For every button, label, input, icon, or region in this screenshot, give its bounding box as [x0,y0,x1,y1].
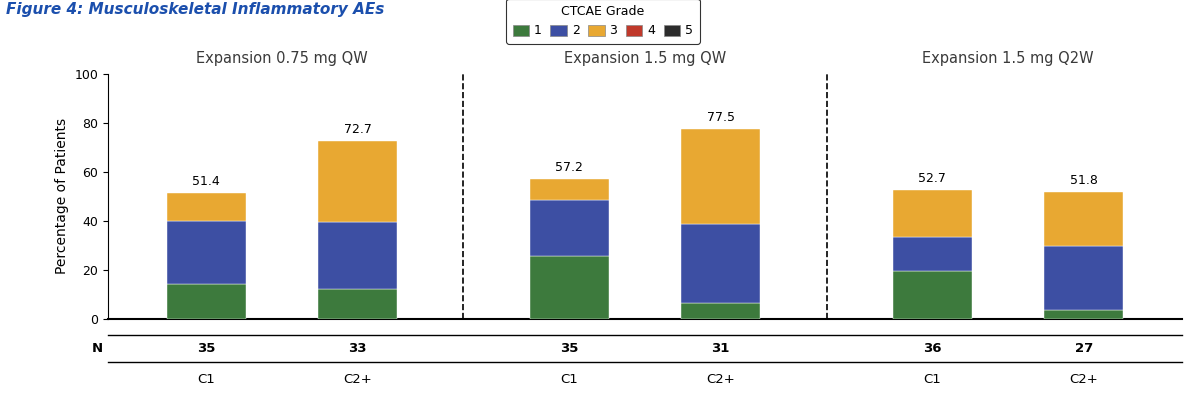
Bar [893,190,972,237]
Text: C1: C1 [198,373,215,386]
Text: Figure 4: Musculoskeletal Inflammatory AEs: Figure 4: Musculoskeletal Inflammatory A… [6,2,384,17]
Bar [530,179,608,200]
Text: 33: 33 [348,342,367,355]
Text: 27: 27 [1074,342,1093,355]
Text: C2+: C2+ [707,373,736,386]
Bar [893,272,972,319]
Text: C1: C1 [560,373,578,386]
Text: 51.4: 51.4 [192,175,220,189]
Bar [530,256,608,319]
Y-axis label: Percentage of Patients: Percentage of Patients [55,118,68,274]
Bar [318,289,397,319]
Text: 36: 36 [923,342,942,355]
Bar [530,200,608,256]
Text: C2+: C2+ [343,373,372,386]
Bar [1044,192,1123,246]
Bar [682,224,760,303]
Bar [682,129,760,224]
Bar [893,237,972,272]
Text: 35: 35 [560,342,578,355]
Bar [167,221,246,284]
Bar [1044,310,1123,319]
Text: 77.5: 77.5 [707,111,734,124]
Bar [167,284,246,319]
Text: Expansion 1.5 mg Q2W: Expansion 1.5 mg Q2W [923,51,1094,66]
Text: Expansion 0.75 mg QW: Expansion 0.75 mg QW [196,51,368,66]
Bar [318,141,397,222]
Text: C2+: C2+ [1069,373,1098,386]
Text: 72.7: 72.7 [343,123,372,136]
Text: Expansion 1.5 mg QW: Expansion 1.5 mg QW [564,51,726,66]
Text: 31: 31 [712,342,730,355]
Bar [682,303,760,319]
Bar [318,222,397,289]
Bar [167,193,246,221]
Text: 57.2: 57.2 [556,161,583,174]
Text: 51.8: 51.8 [1069,175,1098,187]
Text: 52.7: 52.7 [918,172,947,185]
Legend: 1, 2, 3, 4, 5: 1, 2, 3, 4, 5 [506,0,700,44]
Bar [1044,246,1123,310]
Text: N: N [91,342,103,355]
Text: 35: 35 [197,342,216,355]
Text: C1: C1 [924,373,941,386]
